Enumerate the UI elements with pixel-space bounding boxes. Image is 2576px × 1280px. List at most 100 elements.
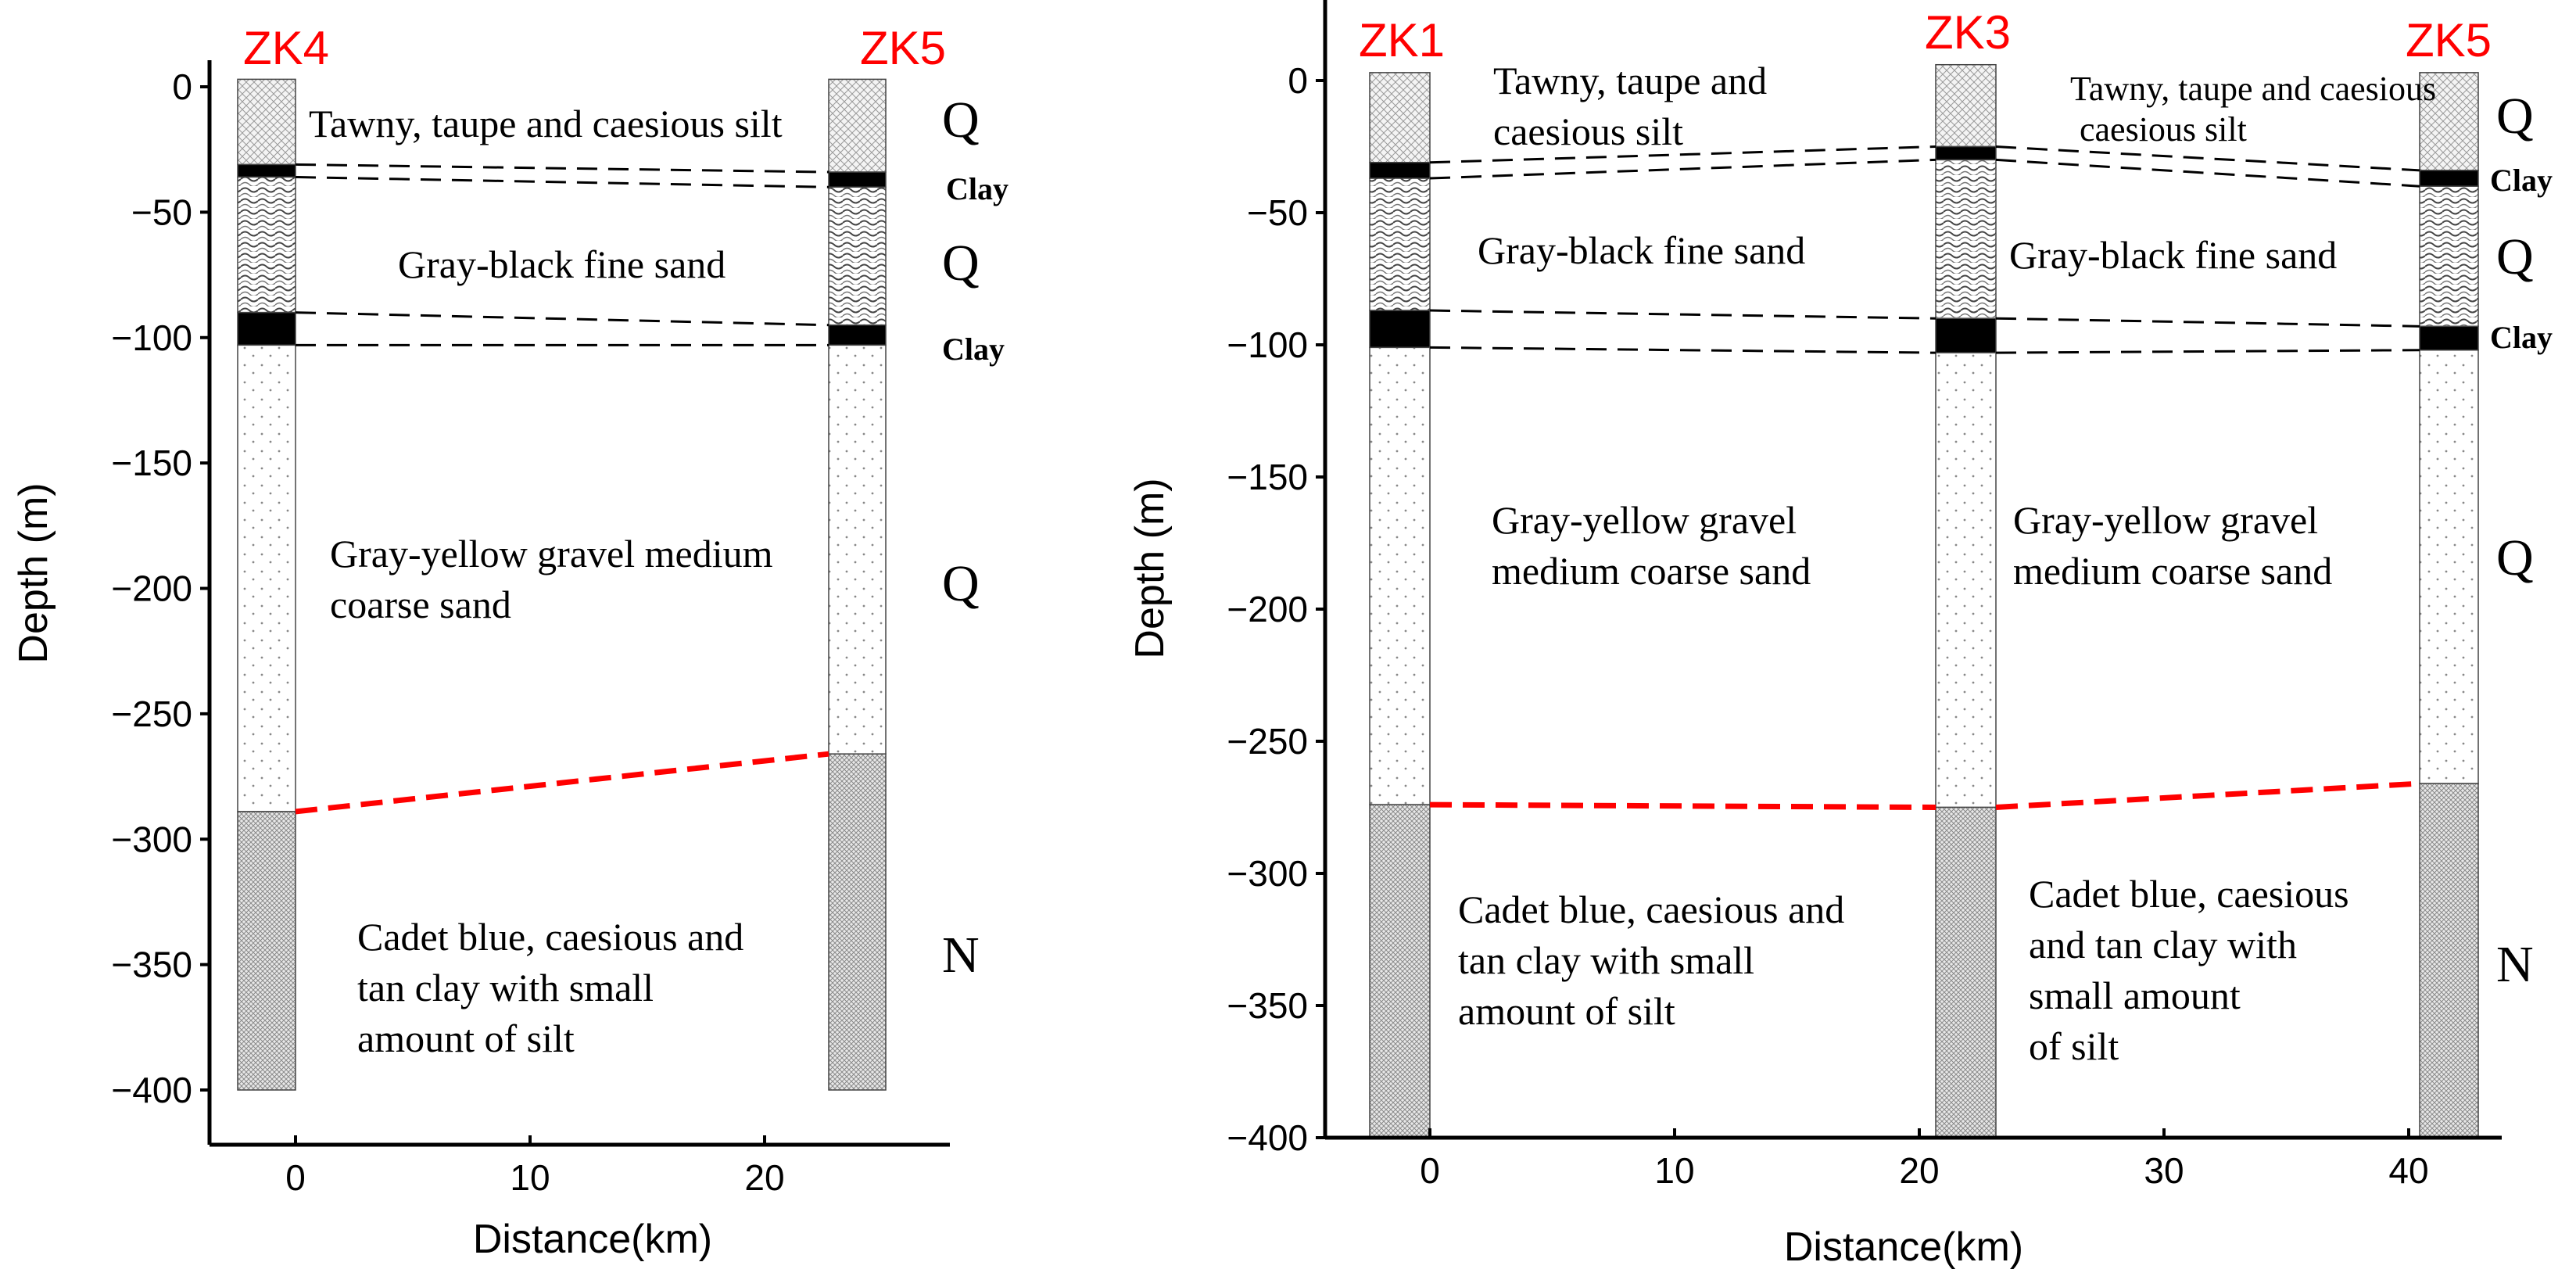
y-tick-label: −50 [1247,192,1308,233]
y-tick-label: −400 [1227,1117,1308,1158]
left-x-ticks: 0 10 20 [285,1135,785,1198]
clay-correlation-line [295,311,829,327]
right-axes [1323,0,2502,1140]
layer-silt-zk3 [1935,63,1997,148]
x-tick-label: 40 [2388,1150,2428,1191]
layer-fine-zk3 [1935,159,1997,319]
right-silt-a-1: Tawny, taupe and [1493,59,1767,102]
right-gravel-b-1: Gray-yellow gravel [2013,498,2318,542]
y-tick-label: −200 [111,568,192,609]
layer-ncl-zk4 [237,811,296,1091]
layer-clay-zk5 [828,171,887,188]
x-tick-label: 20 [1899,1150,1939,1191]
right-gravel-b-2: medium coarse sand [2013,549,2332,593]
left-y-ticks: 0 −50 −100 −150 −200 −250 −300 −350 −400 [111,66,210,1110]
well-label-zk3: ZK3 [1925,6,2011,59]
layer-silt-zk4 [237,78,296,166]
left-ncl-label-1: Cadet blue, caesious and [357,915,743,959]
qn-boundary-line [1429,801,1936,810]
layer-ncl-zk5 [2419,783,2479,1138]
layer-silt-zk1 [1369,72,1431,163]
layer-clay-zk4 [237,311,296,346]
right-ncl-b-3: small amount [2029,973,2241,1017]
layer-clay-zk5 [2419,170,2479,187]
right-gravel-a-2: medium coarse sand [1492,549,1811,593]
clay-correlation-line [295,163,829,174]
left-panel: 0 −50 −100 −150 −200 −250 −300 −350 −400 0 10 20 D… [11,22,1009,1262]
right-y-ticks: 0 −50 −100 −150 −200 −250 −300 −350 −400 [1227,60,1325,1158]
clay-correlation-line [1995,349,2420,354]
layer-clay-zk3 [1935,317,1997,353]
layer-clay-zk4 [237,163,296,178]
layer-clay-zk3 [1935,145,1997,161]
right-silt-b-1: Tawny, taupe and caesious [2070,70,2436,108]
layer-clay-zk1 [1369,162,1431,179]
right-ncl-b-1: Cadet blue, caesious [2029,872,2349,916]
clay-correlation-line [1429,309,1936,320]
right-x-axis-title: Distance(km) [1784,1224,2023,1270]
well-label-zk5-right: ZK5 [2406,14,2492,66]
clay-correlation-line [1429,145,1936,164]
x-tick-label: 10 [510,1157,550,1198]
left-gravel-label-2: coarse sand [330,583,511,626]
right-ncl-a-1: Cadet blue, caesious and [1458,887,1844,931]
right-q-label-2: Q [2496,228,2534,285]
layer-fine-zk5 [2419,185,2479,328]
layer-gravel-zk5 [2419,350,2479,784]
right-fine-a: Gray-black fine sand [1478,228,1805,272]
left-ncl-label-3: amount of silt [357,1016,575,1060]
left-clay-label-1: Clay [946,171,1009,206]
y-tick-label: −250 [111,694,192,734]
right-x-ticks: 0 10 20 30 40 [1420,1128,2429,1191]
x-tick-label: 0 [1420,1150,1440,1191]
layer-fine-zk1 [1369,177,1431,311]
x-tick-label: 20 [744,1157,784,1198]
well-label-zk1: ZK1 [1359,14,1445,66]
y-tick-label: −50 [131,192,192,232]
qn-boundary-line [1995,780,2420,810]
right-y-axis-title: Depth (m) [1127,478,1173,658]
clay-correlation-line [1429,158,1936,180]
y-tick-label: 0 [1288,60,1308,101]
layer-gravel-zk1 [1369,346,1431,805]
layer-silt-zk5 [828,78,887,173]
right-silt-a-2: caesious silt [1493,109,1683,153]
left-n-label: N [942,927,980,984]
left-x-axis-title: Distance(km) [473,1217,712,1262]
layer-gravel-zk5 [828,344,887,755]
left-y-axis-title: Depth (m) [11,482,56,663]
clay-correlation-line [295,175,829,188]
right-well-columns [1369,63,2479,1138]
layer-fine-zk4 [237,176,296,314]
right-fine-b: Gray-black fine sand [2009,233,2337,277]
clay-correlation-line [1429,346,1936,354]
clay-correlation-line [1995,145,2420,172]
right-q-label-1: Q [2496,88,2534,145]
y-tick-label: −100 [111,317,192,358]
x-tick-label: 10 [1654,1150,1694,1191]
layer-clay-zk5 [828,324,887,346]
y-tick-label: −100 [1227,324,1308,365]
x-tick-label: 0 [285,1157,306,1198]
right-correlation-lines [1429,145,2420,810]
right-n-label: N [2496,936,2534,993]
right-ncl-a-2: tan clay with small [1458,938,1754,982]
y-tick-label: −350 [111,945,192,985]
layer-clay-zk1 [1369,310,1431,349]
right-clay-label-2: Clay [2490,320,2553,355]
right-q-label-3: Q [2496,529,2534,586]
left-clay-label-2: Clay [942,332,1005,367]
left-q-label-1: Q [942,91,980,149]
right-ncl-b-2: and tan clay with [2029,923,2297,966]
left-fine-sand-label: Gray-black fine sand [398,242,726,286]
left-correlation-lines [295,163,829,815]
well-label-zk5-left: ZK5 [860,22,946,74]
y-tick-label: −250 [1227,721,1308,762]
right-gravel-a-1: Gray-yellow gravel [1492,498,1797,542]
clay-correlation-line [1995,317,2420,328]
y-tick-label: −200 [1227,589,1308,629]
layer-fine-zk5 [828,186,887,326]
y-tick-label: −150 [1227,457,1308,497]
layer-gravel-zk3 [1935,352,1997,809]
